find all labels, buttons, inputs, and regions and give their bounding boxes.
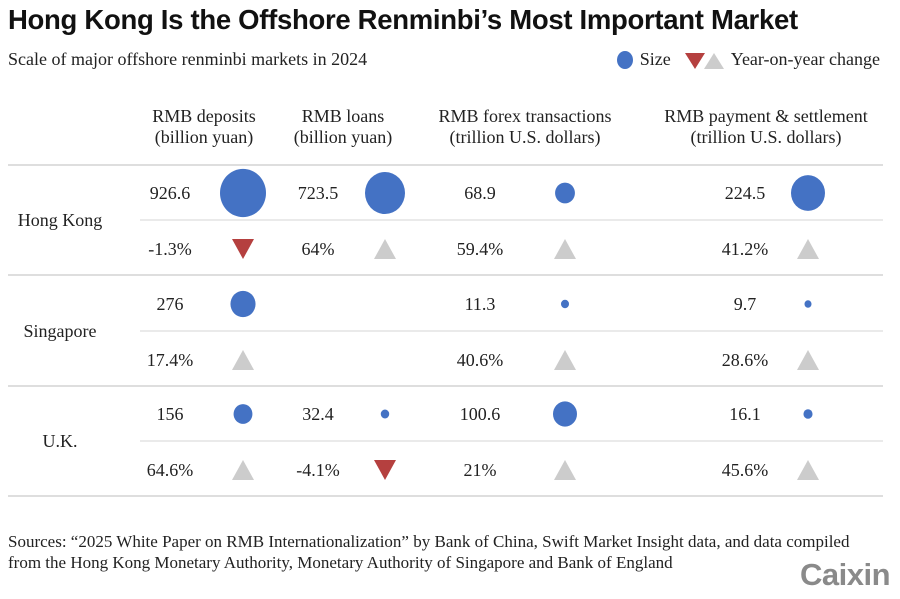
legend-yoy-label: Year-on-year change bbox=[730, 49, 880, 69]
increase-triangle bbox=[554, 239, 576, 259]
yoy-value: -1.3% bbox=[148, 239, 192, 259]
yoy-value: 17.4% bbox=[147, 350, 194, 370]
size-circle bbox=[804, 300, 812, 308]
increase-triangle bbox=[797, 350, 819, 370]
yoy-value: 64% bbox=[302, 239, 335, 259]
column-header-0: RMB deposits bbox=[152, 106, 256, 126]
chart-subtitle: Scale of major offshore renminbi markets… bbox=[8, 49, 368, 69]
column-unit-0: (billion yuan) bbox=[155, 127, 253, 148]
row-label-market: Singapore bbox=[24, 321, 97, 341]
legend: Size Year-on-year change bbox=[616, 49, 880, 70]
increase-triangle bbox=[374, 239, 396, 259]
yoy-value: 45.6% bbox=[722, 460, 769, 480]
sources-note: Sources: “2025 White Paper on RMB Intern… bbox=[8, 532, 850, 572]
yoy-value: 40.6% bbox=[457, 350, 504, 370]
size-circle bbox=[380, 409, 390, 419]
column-header-1: RMB loans bbox=[302, 106, 385, 126]
size-circle bbox=[555, 182, 575, 204]
size-circle bbox=[553, 401, 577, 427]
increase-triangle bbox=[554, 350, 576, 370]
increase-triangle bbox=[232, 460, 254, 480]
yoy-value: 64.6% bbox=[147, 460, 194, 480]
decrease-triangle bbox=[374, 460, 396, 480]
legend-size-label: Size bbox=[639, 49, 671, 69]
yoy-value: -4.1% bbox=[296, 460, 340, 480]
size-value: 11.3 bbox=[465, 294, 496, 314]
increase-triangle bbox=[232, 350, 254, 370]
yoy-value: 59.4% bbox=[457, 239, 504, 259]
size-value: 9.7 bbox=[734, 294, 757, 314]
column-header-2: RMB forex transactions bbox=[439, 106, 612, 126]
column-unit-3: (trillion U.S. dollars) bbox=[691, 127, 842, 148]
size-circle bbox=[230, 290, 256, 318]
column-unit-1: (billion yuan) bbox=[294, 127, 392, 148]
size-value: 16.1 bbox=[729, 404, 761, 424]
size-value: 100.6 bbox=[460, 404, 501, 424]
size-circle bbox=[365, 172, 405, 214]
legend-size-circle-icon bbox=[616, 50, 633, 69]
market-table: RMB deposits(billion yuan)RMB loans(bill… bbox=[8, 106, 883, 497]
size-circle bbox=[220, 168, 266, 218]
row-label-market: Hong Kong bbox=[18, 210, 103, 230]
chart-title: Hong Kong Is the Offshore Renminbi’s Mos… bbox=[8, 4, 798, 35]
row-label-market: U.K. bbox=[43, 431, 78, 451]
column-unit-2: (trillion U.S. dollars) bbox=[450, 127, 601, 148]
decrease-triangle bbox=[232, 239, 254, 259]
increase-triangle bbox=[554, 460, 576, 480]
size-value: 276 bbox=[157, 294, 184, 314]
size-circle bbox=[560, 299, 570, 309]
size-circle bbox=[803, 409, 813, 419]
increase-triangle bbox=[797, 460, 819, 480]
size-value: 32.4 bbox=[302, 404, 334, 424]
size-value: 224.5 bbox=[725, 183, 766, 203]
size-circle bbox=[791, 175, 825, 211]
size-value: 723.5 bbox=[298, 183, 339, 203]
size-value: 68.9 bbox=[464, 183, 496, 203]
caixin-logo: Caixin bbox=[799, 557, 891, 592]
size-value: 926.6 bbox=[150, 183, 191, 203]
legend-triangles-icon bbox=[684, 52, 724, 69]
yoy-value: 28.6% bbox=[722, 350, 769, 370]
yoy-value: 41.2% bbox=[722, 239, 769, 259]
size-circle bbox=[233, 404, 253, 424]
column-header-3: RMB payment & settlement bbox=[664, 106, 867, 126]
yoy-value: 21% bbox=[464, 460, 497, 480]
increase-triangle bbox=[797, 239, 819, 259]
size-value: 156 bbox=[157, 404, 184, 424]
